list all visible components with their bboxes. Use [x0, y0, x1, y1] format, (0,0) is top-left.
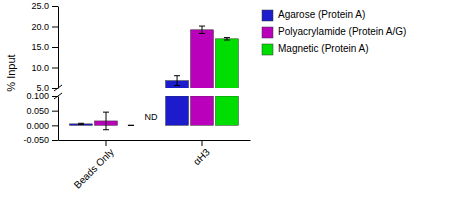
- tick-label: 0.050: [26, 106, 49, 116]
- y-tick: 0.000: [26, 121, 58, 131]
- error-bar-line: [202, 26, 203, 33]
- x-tick: αH3: [191, 140, 212, 167]
- error-bar-cap: [224, 37, 230, 38]
- y-tick: 0.100: [26, 91, 58, 101]
- axis-break: [54, 93, 62, 99]
- tick-label: αH3: [191, 146, 212, 167]
- error-bar-cap: [174, 85, 180, 86]
- error-bar-cap: [78, 124, 84, 125]
- bars: [70, 96, 239, 130]
- error-bar: [174, 76, 180, 86]
- error-bar-line: [177, 76, 178, 86]
- bar: [119, 125, 142, 126]
- tick-mark: [52, 27, 58, 28]
- error-bar-cap: [128, 125, 134, 126]
- y-tick: 0.050: [26, 106, 58, 116]
- legend-swatch: [262, 27, 273, 38]
- bar: [70, 124, 93, 125]
- error-bar-cap: [174, 75, 180, 76]
- error-bar-line: [106, 112, 107, 130]
- error-bar: [224, 38, 230, 40]
- error-bar-cap: [103, 112, 109, 113]
- error-bar: [78, 123, 84, 124]
- axis-line: [59, 140, 251, 141]
- tick-label: 15.0: [31, 42, 49, 52]
- bar: [215, 96, 238, 125]
- legend-item: Magnetic (Protein A): [262, 43, 369, 55]
- bar: [191, 96, 214, 125]
- y-tick: -0.050: [23, 135, 58, 145]
- tick-mark: [106, 140, 107, 146]
- axis-line: [58, 7, 59, 89]
- tick-label: 0.000: [26, 121, 49, 131]
- error-bar-cap: [128, 125, 134, 126]
- series: [95, 96, 214, 130]
- tick-mark: [202, 140, 203, 146]
- y-axis: 5.010.015.020.025.0: [31, 1, 58, 93]
- series: [215, 38, 238, 88]
- y-tick: 10.0: [31, 63, 58, 73]
- error-bar-cap: [78, 123, 84, 124]
- legend-label: Polyacrylamide (Protein A/G): [278, 26, 406, 37]
- legend-swatch: [262, 44, 273, 55]
- error-bar: [199, 26, 205, 33]
- axis-break: [54, 85, 62, 91]
- x-tick: Beads Only: [72, 140, 116, 191]
- error-bar: [103, 112, 109, 130]
- error-bar-cap: [224, 40, 230, 41]
- y-tick: 20.0: [31, 22, 58, 32]
- tick-label: 10.0: [31, 63, 49, 73]
- tick-mark: [52, 111, 58, 112]
- bar: [166, 96, 189, 125]
- y-tick: 15.0: [31, 42, 58, 52]
- bars: [166, 26, 239, 88]
- error-bar: [128, 125, 134, 126]
- axis-line: [58, 97, 59, 141]
- error-bar-cap: [103, 129, 109, 130]
- legend-label: Magnetic (Protein A): [278, 43, 369, 54]
- tick-label: 0.100: [26, 91, 49, 101]
- y-axis-title: % Input: [5, 54, 17, 91]
- annotation: ND: [144, 112, 157, 122]
- series: [191, 26, 214, 88]
- legend-label: Agarose (Protein A): [278, 9, 365, 20]
- tick-mark: [52, 68, 58, 69]
- bar: [191, 30, 214, 88]
- bar: [215, 39, 238, 88]
- legend-item: Agarose (Protein A): [262, 9, 365, 21]
- error-bar-cap: [199, 33, 205, 34]
- tick-label: -0.050: [23, 135, 49, 145]
- tick-label: 25.0: [31, 1, 49, 11]
- error-bar-cap: [199, 26, 205, 27]
- tick-mark: [52, 140, 58, 141]
- tick-mark: [52, 125, 58, 126]
- legend-swatch: [262, 10, 273, 21]
- tick-mark: [52, 6, 58, 7]
- x-axis: Beads Only αH3: [59, 140, 251, 191]
- tick-label: Beads Only: [72, 146, 116, 190]
- legend-item: Polyacrylamide (Protein A/G): [262, 26, 406, 38]
- tick-label: 20.0: [31, 22, 49, 32]
- tick-mark: [52, 47, 58, 48]
- series: [128, 96, 238, 125]
- y-tick: 25.0: [31, 1, 58, 11]
- chart: 5.010.015.020.025.0% InputAgarose (Prote…: [0, 0, 474, 200]
- legend: Agarose (Protein A) Polyacrylamide (Prote…: [262, 9, 406, 55]
- series: [70, 96, 189, 125]
- y-axis: -0.050 0.000 0.050 0.100: [23, 91, 58, 145]
- series: [166, 76, 189, 88]
